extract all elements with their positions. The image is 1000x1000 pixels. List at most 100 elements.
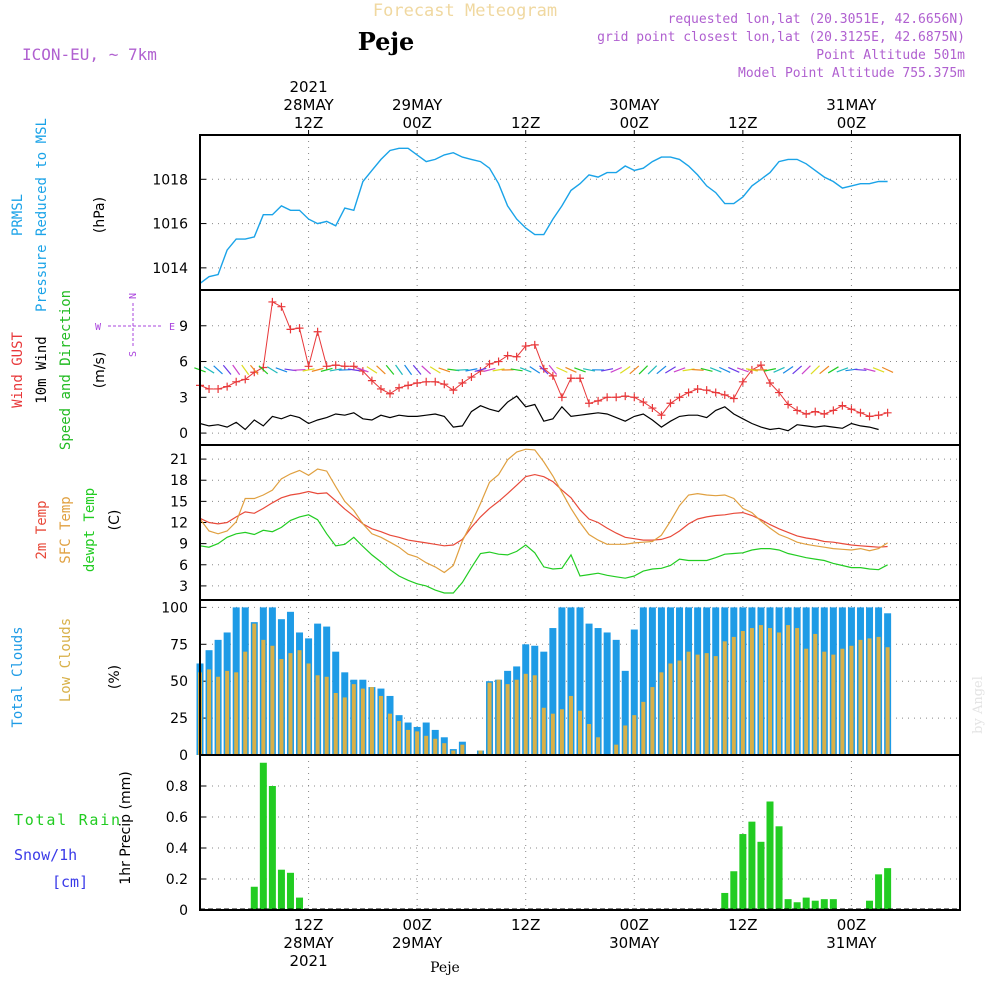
wind-direction-arrow <box>456 368 469 371</box>
gust-point <box>395 383 404 392</box>
top-time-label: 31MAY <box>826 96 877 114</box>
wind-direction-arrow <box>376 365 386 375</box>
temperature-ytick-label: 15 <box>170 494 188 510</box>
rain-bar <box>748 821 756 910</box>
low-cloud-bar <box>541 707 546 755</box>
temperature-ytick-label: 9 <box>179 537 188 553</box>
top-time-label: 2021 <box>289 78 327 96</box>
gust-point <box>268 297 277 306</box>
bottom-time-label: 00Z <box>837 916 866 934</box>
top-time-label: 29MAY <box>392 96 443 114</box>
bottom-time-label: 00Z <box>402 916 431 934</box>
gust-point <box>331 361 340 370</box>
bottom-time-label: 00Z <box>620 916 649 934</box>
low-cloud-bar <box>406 729 411 755</box>
low-cloud-bar <box>496 679 501 755</box>
wind-direction-arrow <box>492 368 505 372</box>
wind-direction-arrow <box>691 368 704 371</box>
bottom-time-label: 30MAY <box>609 934 660 952</box>
bottom-time-label: 28MAY <box>283 934 334 952</box>
wind-direction-arrow <box>709 367 722 373</box>
precipitation-ytick-label: 0.8 <box>166 779 188 795</box>
wind-direction-arrow <box>241 364 250 376</box>
top-time-label: 30MAY <box>609 96 660 114</box>
gust-point <box>521 342 530 351</box>
low-cloud-bar <box>885 647 890 755</box>
wind-direction-arrow <box>395 364 404 376</box>
low-cloud-bar <box>632 715 637 755</box>
rain-bar <box>875 874 883 910</box>
compass-rose: N S W E <box>95 293 175 357</box>
rain-bar <box>757 841 765 910</box>
wind-direction-arrow <box>764 368 776 372</box>
wind-direction-arrow <box>819 365 830 375</box>
gust-point <box>440 380 449 389</box>
pressure-frame <box>199 134 961 291</box>
top-time-label: 12Z <box>728 114 757 132</box>
wind-direction-arrow <box>782 366 794 374</box>
precipitation-ytick-label: 0 <box>179 903 188 919</box>
low-cloud-bar <box>424 735 429 755</box>
gust-point <box>295 324 304 333</box>
temp2m-label: 2m Temp <box>34 500 50 559</box>
top-time-label: 00Z <box>402 114 431 132</box>
wind-direction-arrow <box>665 366 676 374</box>
gust-point <box>793 406 802 415</box>
precip-panel: 0 0.2 0.4 0.6 0.8 <box>166 754 961 919</box>
snow-unit: [cm] <box>52 873 88 891</box>
wind-direction-arrow <box>329 368 342 372</box>
gust-point <box>603 393 612 402</box>
low-cloud-bar <box>207 669 212 755</box>
bottom-time-label: 12Z <box>728 916 757 934</box>
low-cloud-bar <box>216 676 221 755</box>
low-cloud-bar <box>813 633 818 755</box>
wind-direction-arrow <box>465 368 478 372</box>
wind-ytick-label: 6 <box>179 355 188 371</box>
gust-point <box>576 374 584 383</box>
low-cloud-bar <box>704 653 709 755</box>
temp2m-line <box>199 473 888 548</box>
low-cloud-bar <box>397 721 402 755</box>
low-cloud-bar <box>686 651 691 755</box>
gust-point <box>304 362 313 371</box>
wind-direction-arrow <box>827 366 839 374</box>
gust-point <box>277 302 286 311</box>
wind-direction-arrow <box>700 367 713 372</box>
wind-direction-arrow <box>347 368 360 372</box>
clouds-ytick-label: 25 <box>170 711 188 727</box>
bottom-time-label: 12Z <box>294 916 323 934</box>
low-cloud-bar <box>876 636 881 755</box>
wind-direction-arrow <box>801 365 811 375</box>
wind-direction-arrow <box>249 364 259 375</box>
low-cloud-bar <box>849 645 854 755</box>
low-cloud-bar <box>270 645 275 755</box>
top-time-label: 12Z <box>294 114 323 132</box>
total-cloud-bar <box>558 607 566 755</box>
gust-point <box>286 325 295 334</box>
low-cloud-bar <box>559 709 564 755</box>
top-time-label: 00Z <box>620 114 649 132</box>
gust-point <box>702 386 711 395</box>
wind-direction-arrow <box>510 368 523 372</box>
requested-coords: requested lon,lat (20.3051E, 42.6656N) <box>668 12 965 27</box>
gust-point <box>630 393 639 402</box>
wind-direction-arrow <box>647 365 658 375</box>
low-cloud-bar <box>749 628 754 755</box>
low-cloud-bar <box>523 673 528 755</box>
sfc-temp-line <box>199 448 888 574</box>
gust-point <box>829 406 838 415</box>
gust-point <box>612 393 621 402</box>
wind-direction-arrow <box>311 367 324 372</box>
compass-north: N <box>128 293 139 299</box>
wind-direction-arrow <box>792 365 803 375</box>
gust-point <box>811 407 820 416</box>
low-cloud-bar <box>460 744 465 755</box>
low-cloud-bar <box>388 713 392 755</box>
low-cloud-bar <box>478 750 483 755</box>
gust-point <box>738 377 747 386</box>
gust-point <box>449 386 458 395</box>
wind-direction-arrow <box>548 364 558 375</box>
rain-bar <box>884 868 892 910</box>
rain-bar <box>268 786 276 910</box>
